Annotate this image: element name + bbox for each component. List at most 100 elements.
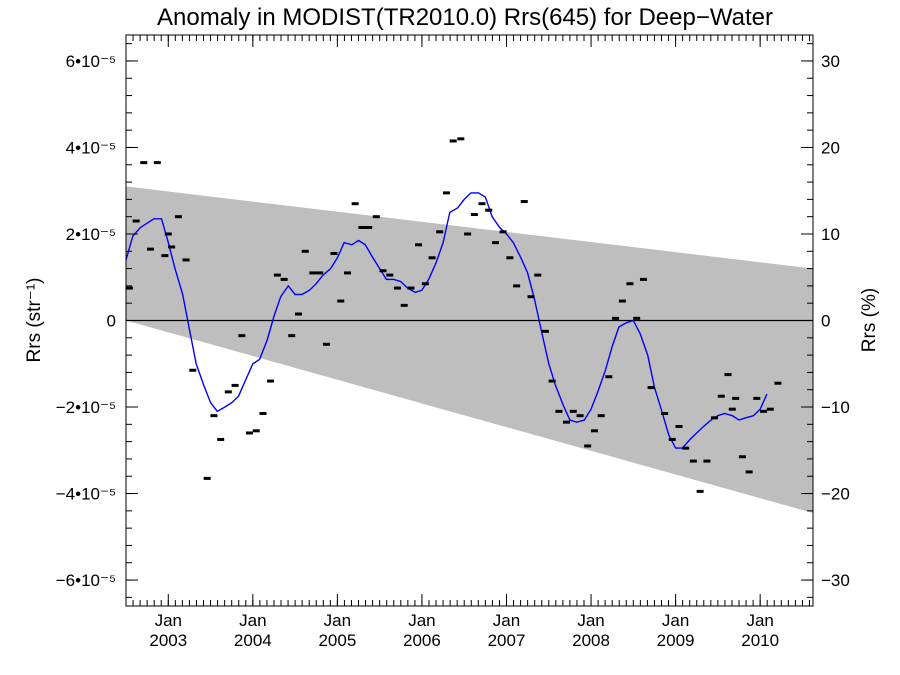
x-tick-year-label: 2006 (403, 631, 441, 650)
data-point (506, 256, 514, 260)
data-point (457, 137, 465, 141)
data-point (309, 271, 317, 275)
data-point (301, 249, 309, 253)
data-point (605, 375, 613, 379)
x-tick-year-label: 2009 (657, 631, 695, 650)
x-tick-month-label: Jan (324, 611, 351, 630)
data-point (415, 243, 423, 247)
data-point (386, 273, 394, 277)
data-point (330, 251, 338, 255)
plot-area: 6•10⁻⁵ 4•10⁻⁵ 2•10⁻⁵ 0 −2•10⁻⁵ −4•10⁻⁵ −6•10⁻⁵… (56, 34, 850, 650)
data-point (372, 215, 380, 219)
data-point (259, 412, 267, 416)
data-point (210, 414, 218, 418)
data-point (774, 381, 782, 385)
data-point (485, 208, 493, 212)
data-point (358, 225, 366, 229)
data-point (626, 282, 634, 286)
data-point (590, 429, 598, 433)
data-point (203, 476, 211, 480)
y-tick-label-left: −6•10⁻⁵ (56, 571, 116, 590)
data-point (597, 414, 605, 418)
data-point (428, 256, 436, 260)
data-point (337, 299, 345, 303)
data-point (520, 200, 528, 204)
y-tick-label-left: 2•10⁻⁵ (66, 225, 116, 244)
trend-band (126, 186, 813, 513)
data-point (245, 431, 253, 435)
data-point (344, 271, 352, 275)
y-tick-label-left: −4•10⁻⁵ (56, 485, 116, 504)
data-point (168, 245, 176, 249)
data-point (442, 191, 450, 195)
data-point (661, 412, 669, 416)
x-tick-month-label: Jan (408, 611, 435, 630)
data-point (400, 303, 408, 307)
y-axis-label-left: Rrs (str⁻¹) (24, 278, 45, 363)
data-point (470, 213, 478, 217)
data-point (182, 258, 190, 262)
data-point (132, 219, 140, 223)
data-point (164, 232, 172, 236)
data-point (379, 269, 387, 273)
data-point (365, 225, 373, 229)
data-point (633, 316, 641, 320)
data-point (288, 334, 296, 338)
y-axis-label-right: Rrs (%) (859, 288, 880, 352)
data-point (760, 409, 768, 413)
x-tick-year-label: 2008 (572, 631, 610, 650)
data-point (189, 368, 197, 372)
data-point (639, 277, 647, 281)
data-point (563, 420, 571, 424)
data-point (238, 334, 246, 338)
smoothed-line (125, 192, 768, 449)
y-tick-label-right: −10 (821, 398, 850, 417)
data-point (682, 446, 690, 450)
data-point (407, 286, 415, 290)
y-tick-label-right: −30 (821, 571, 850, 590)
y-tick-label-right: 30 (821, 52, 840, 71)
data-point (147, 247, 155, 251)
data-point (753, 396, 761, 400)
data-point (689, 459, 697, 463)
y-tick-label-right: 10 (821, 225, 840, 244)
x-tick-year-label: 2007 (488, 631, 526, 650)
x-tick-month-label: Jan (239, 611, 266, 630)
data-point (766, 407, 774, 411)
x-tick-year-label: 2010 (741, 631, 779, 650)
data-point (224, 390, 232, 394)
data-point (710, 416, 718, 420)
data-point (231, 383, 239, 387)
y-tick-label-right: 20 (821, 138, 840, 157)
data-point (436, 230, 444, 234)
data-point (449, 139, 457, 143)
data-point (273, 273, 281, 277)
x-tick-year-label: 2005 (318, 631, 356, 650)
data-point (174, 215, 182, 219)
data-point (294, 312, 302, 316)
y-tick-label-left: 4•10⁻⁵ (66, 138, 116, 157)
data-point (153, 161, 161, 165)
chart-title: Anomaly in MODIST(TR2010.0) Rrs(645) for… (157, 4, 773, 31)
data-point (728, 407, 736, 411)
data-point (280, 277, 288, 281)
data-point (421, 282, 429, 286)
y-tick-label-left: −2•10⁻⁵ (56, 398, 116, 417)
data-point (217, 437, 225, 441)
y-tick-label-right: −20 (821, 485, 850, 504)
data-point (696, 489, 704, 493)
x-tick-year-label: 2004 (234, 631, 272, 650)
y-tick-label-right: 0 (821, 312, 830, 331)
data-point (267, 379, 275, 383)
x-tick-month-label: Jan (493, 611, 520, 630)
data-point (647, 386, 655, 390)
x-tick-month-label: Jan (746, 611, 773, 630)
data-point (745, 470, 753, 474)
data-point (584, 444, 592, 448)
data-point (464, 232, 472, 236)
x-tick-year-label: 2003 (149, 631, 187, 650)
data-point (393, 286, 401, 290)
data-point (569, 409, 577, 413)
data-point (724, 373, 732, 377)
data-point (351, 202, 359, 206)
